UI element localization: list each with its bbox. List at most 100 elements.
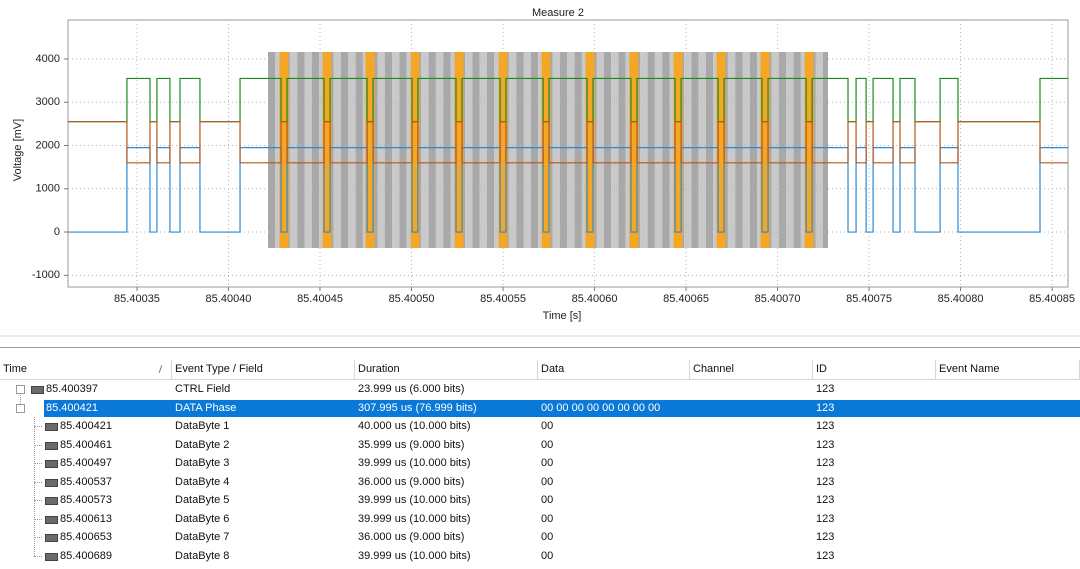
highlight-bit bbox=[716, 52, 726, 248]
row-icon bbox=[45, 534, 58, 542]
tree-line bbox=[34, 537, 42, 539]
cell-data: 00 bbox=[541, 457, 554, 469]
cell-time: 85.400397 bbox=[46, 383, 98, 395]
cell-event: DataByte 7 bbox=[175, 531, 230, 543]
tree-line bbox=[34, 426, 42, 428]
bit-stripe bbox=[654, 52, 663, 248]
cell-time: 85.400537 bbox=[60, 475, 112, 488]
column-header-label: Event Name bbox=[939, 363, 1000, 375]
cell-time: 85.400653 bbox=[60, 531, 112, 543]
x-tick-label: 85.40085 bbox=[1029, 293, 1075, 305]
column-header-label: Data bbox=[541, 363, 565, 375]
bit-stripe bbox=[450, 52, 458, 248]
trace bbox=[68, 147, 1068, 233]
bit-stripe bbox=[421, 52, 429, 248]
tree-line bbox=[34, 500, 42, 502]
x-tick-label: 85.40055 bbox=[480, 293, 526, 305]
chart: Measure 2 Time [s] Voltage [mV] -1000 0 10… bbox=[0, 7, 1080, 337]
bit-stripe bbox=[552, 52, 560, 248]
chart-title: Measure 2 bbox=[532, 7, 584, 19]
bit-stripe bbox=[815, 52, 823, 248]
bit-stripe bbox=[640, 52, 648, 248]
row-icon bbox=[45, 441, 58, 450]
y-tick-label: 4000 bbox=[36, 53, 60, 65]
highlight-bit bbox=[322, 52, 332, 248]
cell-data: 00 bbox=[541, 475, 554, 488]
cell-event: DATA Phase bbox=[175, 401, 237, 414]
bit-stripe bbox=[530, 52, 539, 248]
y-tick-label: 0 bbox=[54, 226, 60, 238]
tree-trunk-top bbox=[20, 393, 22, 404]
cell-event: DataByte 2 bbox=[175, 438, 230, 451]
highlight-bit bbox=[760, 52, 770, 248]
bit-stripe bbox=[625, 52, 633, 248]
cell-id: 123 bbox=[816, 438, 835, 451]
x-tick-label: 85.40050 bbox=[389, 293, 435, 305]
column-header-label: Event Type / Field bbox=[175, 363, 263, 375]
column-header bbox=[813, 360, 936, 380]
x-tick-label: 85.40045 bbox=[297, 293, 343, 305]
cell-time: 85.400689 bbox=[60, 549, 112, 562]
cell-data: 00 00 00 00 00 00 00 00 bbox=[541, 401, 661, 414]
highlight-bit bbox=[410, 52, 420, 248]
bit-stripe bbox=[771, 52, 779, 248]
column-header-label: Time bbox=[3, 363, 28, 375]
row-icon bbox=[45, 478, 58, 487]
row-icon bbox=[31, 386, 44, 394]
bit-stripe bbox=[742, 52, 750, 248]
bit-stripe bbox=[392, 52, 400, 248]
bit-stripe bbox=[560, 52, 568, 248]
tree-trunk bbox=[34, 417, 36, 556]
bit-stripe bbox=[297, 52, 305, 248]
column-header bbox=[355, 360, 538, 380]
row-icon bbox=[45, 460, 58, 468]
highlight-bit bbox=[454, 52, 464, 248]
y-tick-label: 2000 bbox=[36, 139, 60, 151]
bit-stripe bbox=[567, 52, 575, 248]
bit-stripe bbox=[355, 52, 363, 248]
bit-stripe bbox=[706, 52, 714, 248]
cell-time: 85.400421 bbox=[60, 420, 112, 432]
bit-stripe bbox=[472, 52, 480, 248]
cell-duration: 39.999 us (10.000 bits) bbox=[358, 549, 471, 562]
row-icon bbox=[45, 515, 58, 524]
cell-data: 00 bbox=[541, 420, 554, 432]
cell-event: DataByte 1 bbox=[175, 420, 230, 432]
bit-stripe bbox=[691, 52, 699, 248]
bit-stripe bbox=[698, 52, 706, 248]
x-tick-label: 85.40070 bbox=[755, 293, 801, 305]
highlight-bit bbox=[279, 52, 289, 248]
cell-duration: 40.000 us (10.000 bits) bbox=[358, 420, 471, 432]
cell-time: 85.400573 bbox=[60, 494, 112, 506]
cell-id: 123 bbox=[816, 512, 835, 525]
highlight-bit bbox=[629, 52, 639, 248]
bit-stripe bbox=[479, 52, 487, 248]
cell-duration: 39.999 us (10.000 bits) bbox=[358, 512, 471, 525]
bit-stripe bbox=[443, 52, 451, 248]
bit-stripe bbox=[435, 52, 444, 248]
bit-stripe bbox=[289, 52, 298, 248]
bit-stripe bbox=[727, 52, 736, 248]
y-axis-label: Voltage [mV] bbox=[12, 119, 24, 181]
cell-id: 123 bbox=[816, 549, 835, 562]
bit-stripe bbox=[662, 52, 670, 248]
x-tick-label: 85.40075 bbox=[846, 293, 892, 305]
bit-stripe bbox=[786, 52, 794, 248]
cell-event: DataByte 3 bbox=[175, 457, 230, 469]
bit-stripe bbox=[618, 52, 626, 248]
highlight-bit bbox=[804, 52, 814, 248]
cell-event: DataByte 5 bbox=[175, 494, 230, 506]
bit-stripe bbox=[574, 52, 582, 248]
row-icon bbox=[45, 497, 58, 505]
bit-stripe bbox=[611, 52, 619, 248]
cell-event: DataByte 6 bbox=[175, 512, 230, 525]
column-header bbox=[0, 360, 172, 380]
highlight-bit bbox=[498, 52, 508, 248]
cell-id: 123 bbox=[816, 475, 835, 488]
row-icon bbox=[31, 404, 44, 413]
cell-event: CTRL Field bbox=[175, 383, 231, 395]
cell-data: 00 bbox=[541, 531, 554, 543]
bit-stripe bbox=[516, 52, 524, 248]
bit-stripe bbox=[822, 52, 828, 248]
column-header-label: Duration bbox=[358, 363, 400, 375]
